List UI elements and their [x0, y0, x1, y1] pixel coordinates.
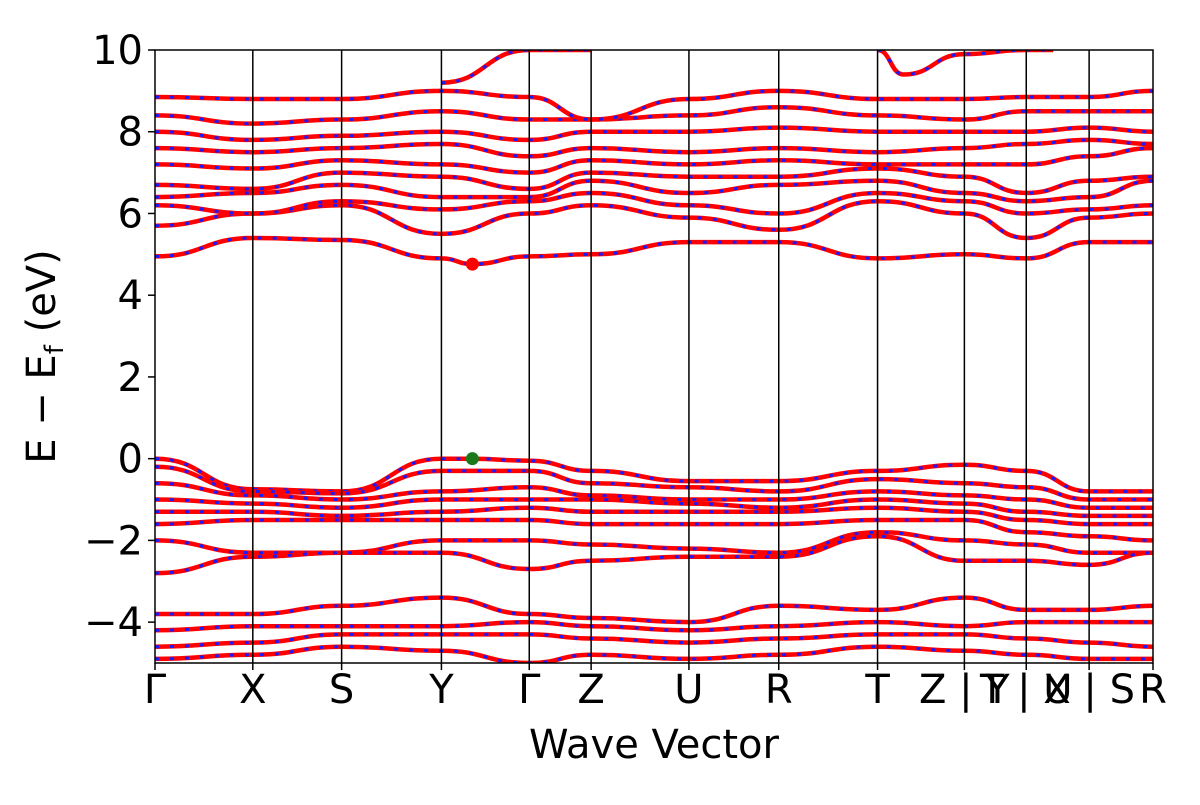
band-line — [441, 50, 592, 85]
band-line-secondary — [155, 506, 1153, 526]
band-line — [155, 235, 1153, 267]
high-symmetry-lines — [252, 50, 1090, 663]
x-tick-label: S — [329, 667, 354, 713]
y-tick-label: −4 — [84, 600, 143, 646]
band-line-secondary — [155, 534, 1153, 575]
extrema-markers — [465, 257, 479, 466]
y-axis-label-unit — [19, 332, 65, 345]
y-axis-label: E − Ef (eV) — [19, 249, 70, 464]
y-tick-label: 0 — [118, 437, 143, 483]
x-tick-label: R — [765, 667, 793, 713]
x-tick-label: X | S — [1043, 667, 1135, 713]
y-axis-label-main: E − E — [19, 354, 65, 464]
band-line-secondary — [155, 497, 1153, 518]
band-line-secondary — [155, 465, 1153, 501]
band-line-primary — [155, 464, 1153, 502]
band-line-secondary — [155, 179, 1153, 203]
y-axis-label-subscript: f — [40, 344, 70, 354]
y-tick-label: 4 — [118, 273, 143, 319]
x-tick-label: T | U — [979, 667, 1073, 713]
band-line-secondary — [155, 191, 1153, 216]
band-line — [155, 529, 1153, 555]
band-line-secondary — [155, 632, 1153, 649]
band-line — [155, 125, 1153, 143]
band-line-secondary — [155, 596, 1153, 624]
band-line-secondary — [155, 105, 1153, 126]
band-line — [155, 464, 1153, 502]
band-line-secondary — [155, 518, 1153, 542]
band-line-primary — [155, 529, 1153, 555]
x-tick-label: Y — [428, 667, 454, 713]
y-axis-label-unit-text: (eV) — [19, 249, 65, 332]
y-axis-ticks: 10 8 6 4 2 0 −2 −4 — [84, 28, 155, 646]
band-line-secondary — [155, 166, 1153, 195]
band-line-secondary — [155, 236, 1153, 266]
band-line — [155, 166, 1153, 196]
band-line-primary — [155, 517, 1153, 543]
band-line — [155, 480, 1153, 510]
band-line — [155, 595, 1153, 625]
band-line-primary — [155, 595, 1153, 625]
band-line-primary — [155, 235, 1153, 267]
band-line-secondary — [155, 620, 1153, 632]
plot-frame — [154, 49, 1154, 664]
y-tick-label: 10 — [92, 28, 143, 74]
band-line-secondary — [155, 457, 1153, 493]
x-tick-label: Z — [577, 667, 604, 713]
y-tick-label: 8 — [118, 110, 143, 156]
x-tick-label: Γ — [518, 667, 541, 713]
x-tick-label: U — [674, 667, 703, 713]
band-line-primary — [155, 480, 1153, 510]
band-line — [155, 145, 1153, 175]
band-line-secondary — [155, 138, 1153, 158]
band-line-secondary — [155, 645, 1153, 663]
bands-layer — [155, 50, 1153, 663]
cbm-marker — [465, 257, 479, 271]
y-tick-label: 2 — [118, 355, 143, 401]
x-tick-label: T — [864, 667, 890, 713]
x-tick-label: Z | Y — [919, 667, 1010, 713]
band-line — [155, 497, 1153, 519]
band-line — [155, 517, 1153, 543]
y-tick-label: −2 — [84, 518, 143, 564]
x-axis-label: Wave Vector — [529, 722, 780, 768]
band-line-primary — [441, 50, 592, 85]
band-line — [155, 619, 1153, 633]
band-line-primary — [155, 145, 1153, 175]
band-line — [155, 137, 1153, 159]
x-tick-label: X — [239, 667, 266, 713]
band-line — [155, 190, 1153, 216]
band-line — [155, 104, 1153, 126]
band-line — [155, 632, 1153, 649]
band-line — [155, 644, 1153, 663]
x-tick-label: Γ — [144, 667, 167, 713]
y-tick-label: 6 — [118, 191, 143, 237]
band-line-secondary — [155, 126, 1153, 142]
x-tick-label: R — [1139, 667, 1167, 713]
band-line-primary — [155, 619, 1153, 633]
vbm-marker — [465, 452, 479, 466]
